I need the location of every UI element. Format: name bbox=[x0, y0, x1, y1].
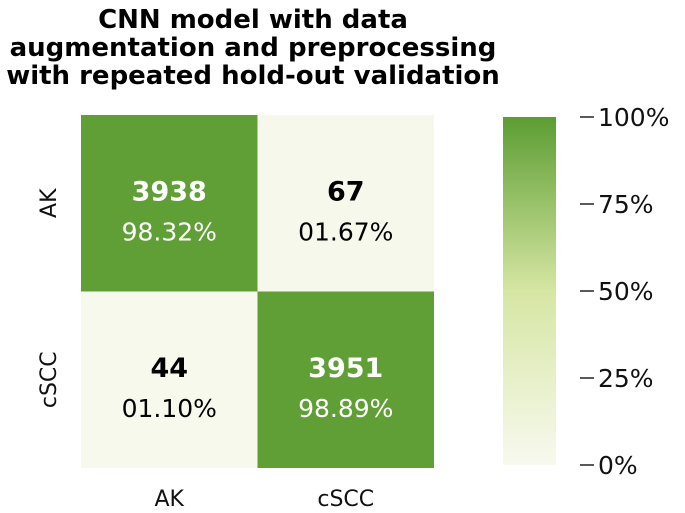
colorbar-tick-label: 0% bbox=[598, 451, 638, 480]
chart-title: CNN model with data augmentation and pre… bbox=[6, 5, 500, 91]
cell-count-label: 67 bbox=[327, 176, 365, 207]
heatmap-cell bbox=[257, 115, 434, 292]
heatmap-cell bbox=[81, 291, 258, 468]
heatmap-cells bbox=[81, 115, 434, 468]
cell-count-label: 3951 bbox=[308, 353, 383, 384]
title-line-2: augmentation and preprocessing bbox=[10, 33, 497, 63]
heatmap-cell bbox=[81, 115, 258, 292]
colorbar-tick-label: 100% bbox=[598, 103, 669, 132]
title-line-1: CNN model with data bbox=[98, 5, 408, 35]
x-tick-label: AK bbox=[155, 487, 185, 512]
heatmap-annotations: 3938 98.32% 67 01.67% 44 01.10% 3951 98.89% bbox=[122, 176, 394, 423]
colorbar-ticks: 0% 25% 50% 75% 100% bbox=[580, 103, 669, 480]
y-tick-label: AK bbox=[37, 188, 62, 218]
cell-percent-label: 01.10% bbox=[122, 394, 217, 423]
heatmap-cell bbox=[257, 291, 434, 468]
colorbar-tick-label: 50% bbox=[598, 277, 654, 306]
cell-count-label: 3938 bbox=[132, 176, 207, 207]
title-line-3: with repeated hold-out validation bbox=[6, 61, 500, 91]
x-tick-label: cSCC bbox=[317, 487, 374, 512]
axis-tick-labels: AK cSCC AK cSCC bbox=[37, 188, 374, 512]
cell-count-label: 44 bbox=[150, 353, 188, 384]
colorbar-gradient bbox=[503, 117, 556, 465]
colorbar: 0% 25% 50% 75% 100% bbox=[503, 103, 669, 480]
cell-percent-label: 01.67% bbox=[298, 217, 393, 246]
colorbar-tick-label: 75% bbox=[598, 190, 654, 219]
colorbar-tick-label: 25% bbox=[598, 364, 654, 393]
cell-percent-label: 98.89% bbox=[298, 394, 393, 423]
y-tick-label: cSCC bbox=[37, 351, 62, 408]
cell-percent-label: 98.32% bbox=[122, 217, 217, 246]
